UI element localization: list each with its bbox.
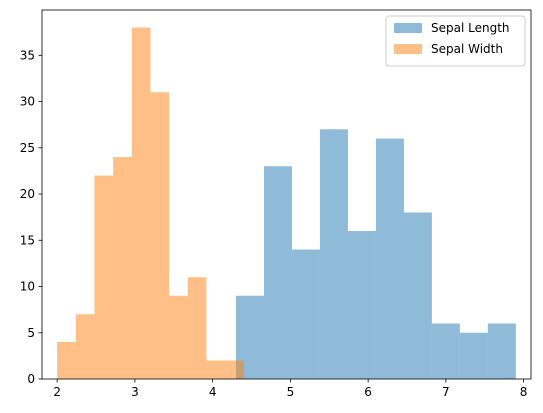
bars-layer bbox=[57, 27, 516, 379]
bar bbox=[57, 342, 76, 379]
plot-frame bbox=[41, 9, 532, 380]
y-tick-label: 10 bbox=[20, 280, 35, 294]
x-tick-label: 4 bbox=[209, 385, 217, 399]
bar bbox=[150, 92, 170, 379]
bar bbox=[291, 249, 320, 379]
bar bbox=[375, 138, 404, 379]
legend: Sepal Length Sepal Width bbox=[385, 15, 526, 67]
bar bbox=[431, 323, 460, 379]
bar bbox=[206, 360, 226, 379]
x-tick-label: 5 bbox=[287, 385, 295, 399]
y-tick-label: 0 bbox=[27, 372, 35, 386]
y-tick-label: 20 bbox=[20, 187, 35, 201]
bar bbox=[169, 295, 188, 379]
x-tick-label: 7 bbox=[442, 385, 450, 399]
bar bbox=[187, 277, 207, 379]
bar bbox=[347, 231, 376, 379]
legend-label: Sepal Width bbox=[431, 42, 503, 56]
bar bbox=[225, 360, 244, 379]
y-tick-label: 5 bbox=[27, 326, 35, 340]
x-tick-label: 8 bbox=[520, 385, 528, 399]
x-tick-label: 3 bbox=[131, 385, 139, 399]
axes-layer: 2 3 4 5 6 7 8 0 5 10 15 20 25 30 35 bbox=[20, 9, 532, 399]
y-tick-label: 30 bbox=[20, 95, 35, 109]
bar bbox=[131, 27, 151, 379]
legend-swatch bbox=[394, 44, 422, 54]
series-sepal-length bbox=[235, 129, 516, 379]
bar bbox=[263, 166, 292, 379]
series-sepal-width bbox=[57, 27, 244, 379]
bar bbox=[113, 157, 132, 379]
x-tick-label: 6 bbox=[364, 385, 372, 399]
y-tick-label: 15 bbox=[20, 233, 35, 247]
bar bbox=[94, 175, 114, 379]
bar bbox=[487, 323, 516, 379]
bar bbox=[319, 129, 348, 379]
y-tick-label: 25 bbox=[20, 141, 35, 155]
bar bbox=[459, 332, 488, 379]
legend-label: Sepal Length bbox=[431, 21, 510, 35]
bar bbox=[75, 314, 95, 379]
bar bbox=[403, 212, 432, 379]
legend-swatch bbox=[394, 23, 422, 33]
x-tick-label: 2 bbox=[53, 385, 61, 399]
y-tick-label: 35 bbox=[20, 48, 35, 62]
